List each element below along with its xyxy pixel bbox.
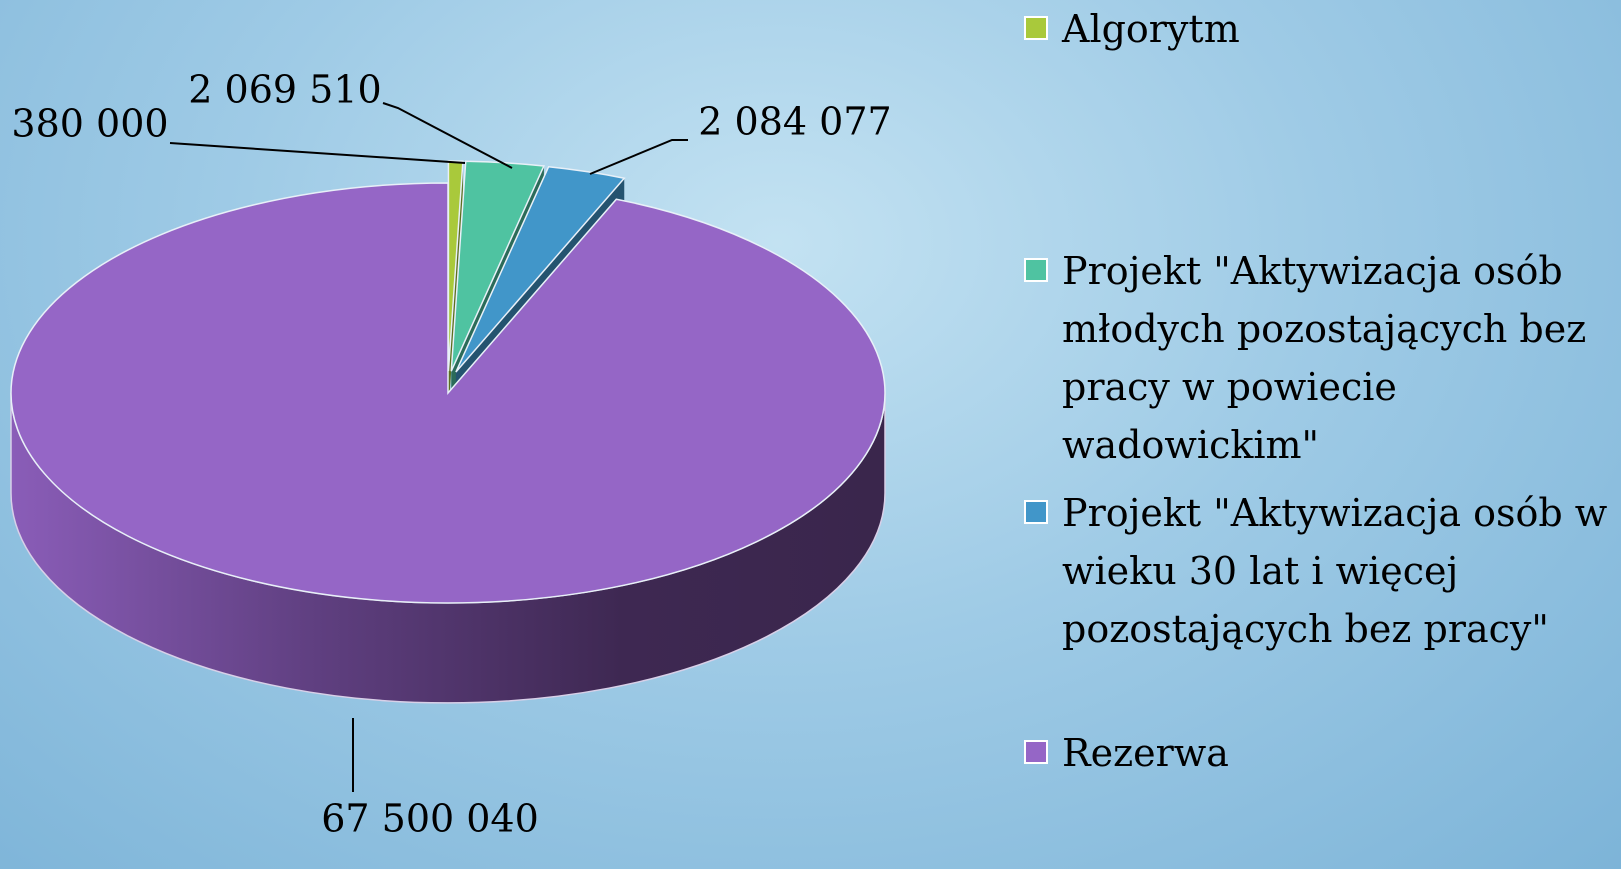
data-label: 67 500 040 (321, 797, 539, 841)
legend-label: Algorytm (1062, 7, 1240, 51)
data-label: 2 069 510 (188, 68, 381, 112)
legend-item: Rezerwa (1024, 724, 1614, 782)
slice (455, 165, 626, 373)
data-label: 380 000 (11, 102, 168, 146)
data-label: 2 084 077 (698, 100, 891, 144)
leader-line (169, 142, 466, 164)
leader-line (382, 102, 513, 169)
legend-swatch (1024, 740, 1048, 764)
legend-label: Projekt "Aktywizacja osób młodych pozost… (1062, 249, 1587, 467)
legend-swatch (1024, 500, 1048, 524)
legend-swatch (1024, 258, 1048, 282)
legend-item: Projekt "Aktywizacja osób w wieku 30 lat… (1024, 484, 1614, 658)
legend-item: Algorytm (1024, 0, 1614, 58)
slice (10, 182, 886, 604)
legend-label: Rezerwa (1062, 731, 1229, 775)
slice (450, 160, 546, 372)
legend-item: Projekt "Aktywizacja osób młodych pozost… (1024, 242, 1614, 474)
leader-line (589, 139, 688, 175)
legend-swatch (1024, 16, 1048, 40)
legend-label: Projekt "Aktywizacja osób w wieku 30 lat… (1062, 491, 1608, 651)
